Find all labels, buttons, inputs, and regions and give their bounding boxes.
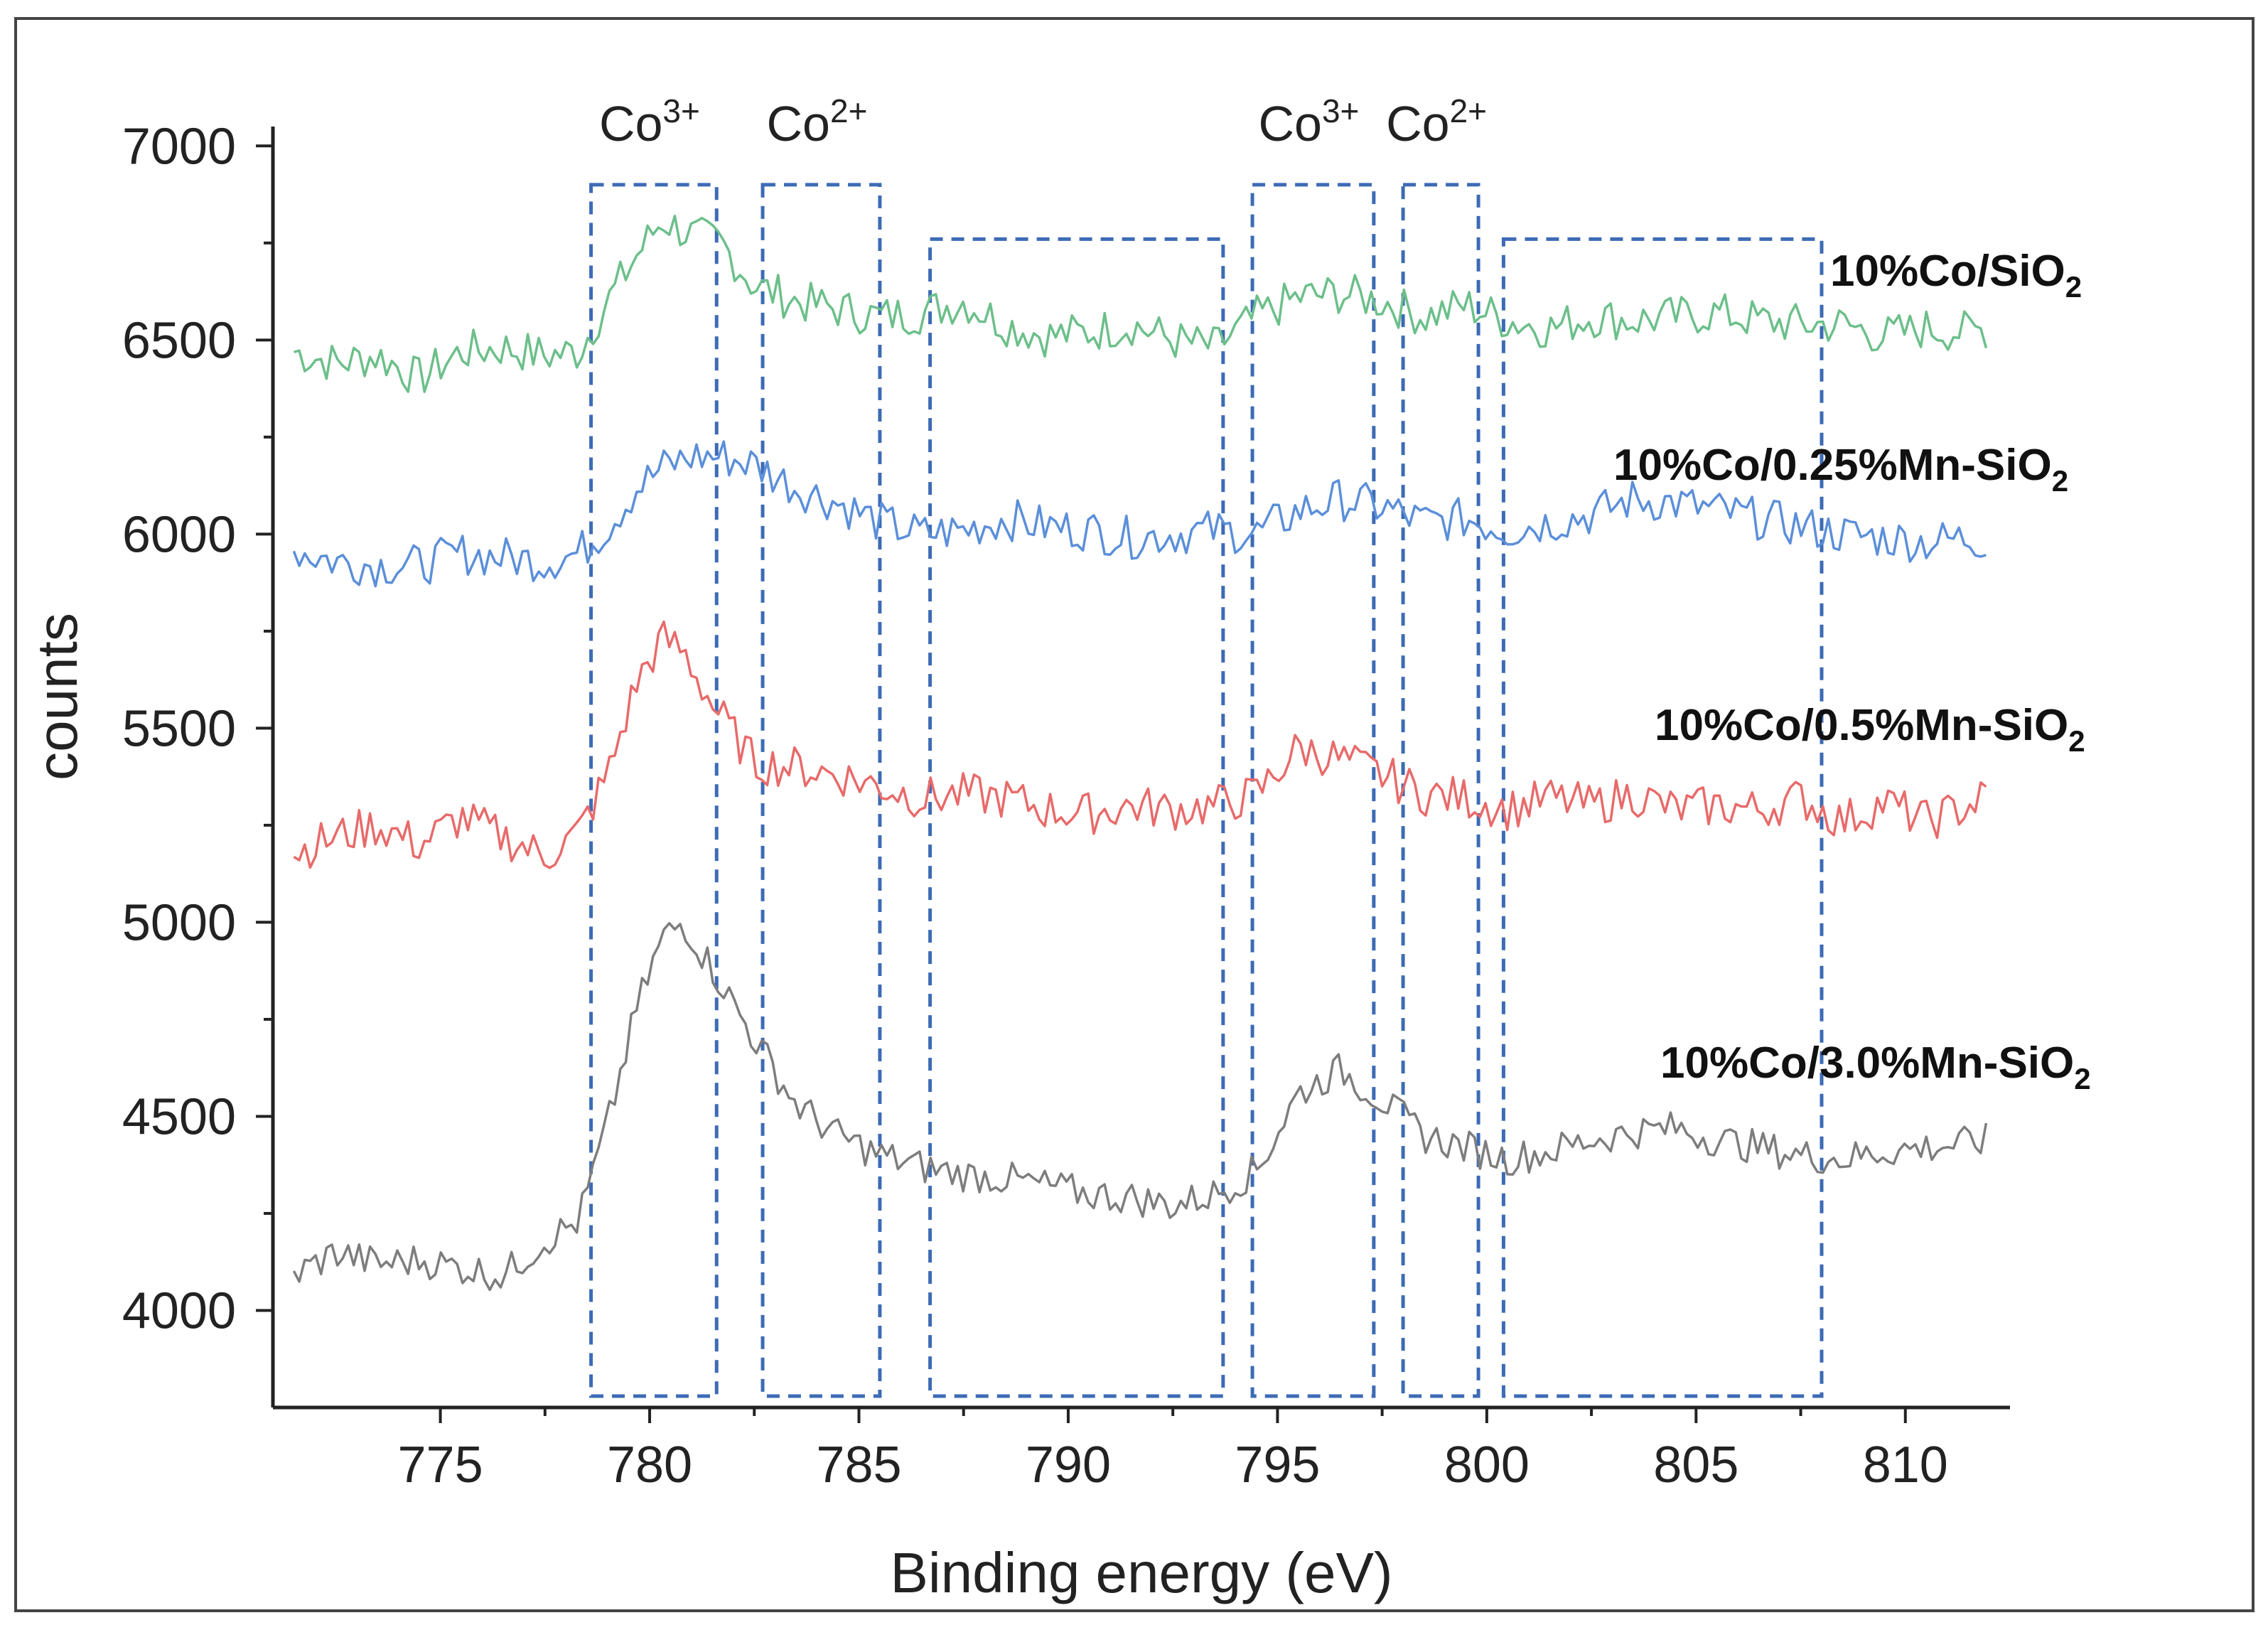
- y-tick-label-7000: 7000: [122, 118, 236, 175]
- y-tick-label-4500: 4500: [122, 1088, 236, 1145]
- x-tick-label-775: 775: [397, 1437, 483, 1493]
- series-line-2: [292, 440, 1987, 588]
- region-label-2: Co2+: [767, 92, 868, 151]
- ticks: 775 780 785 790 795 800 805 810 4000 4500 5000 5500…: [122, 118, 1948, 1493]
- y-tick-label-6000: 6000: [122, 506, 236, 563]
- region-box-6: [1501, 237, 1824, 1398]
- region-label-5: Co2+: [1386, 92, 1487, 151]
- y-axis-title: counts: [26, 613, 89, 781]
- x-tick-label-790: 790: [1026, 1437, 1111, 1493]
- region-box-1: [589, 183, 719, 1398]
- data-series: [292, 215, 1988, 1292]
- y-tick-label-5500: 5500: [122, 700, 236, 757]
- series-labels: 10%Co/SiO2 10%Co/0.25%Mn-SiO2 10%Co/0.5%Mn…: [1613, 247, 2091, 1095]
- series-line-4: [292, 922, 1988, 1292]
- series-label-2: 10%Co/0.25%Mn-SiO2: [1613, 441, 2068, 498]
- y-tick-label-5000: 5000: [122, 894, 236, 951]
- x-tick-label-785: 785: [816, 1437, 901, 1493]
- x-axis-title: Binding energy (eV): [890, 1541, 1392, 1604]
- x-tick-label-805: 805: [1653, 1437, 1738, 1493]
- x-tick-label-780: 780: [607, 1437, 692, 1493]
- x-tick-label-800: 800: [1444, 1437, 1530, 1493]
- series-label-4: 10%Co/3.0%Mn-SiO2: [1660, 1039, 2091, 1095]
- series-label-1: 10%Co/SiO2: [1830, 247, 2082, 304]
- x-tick-label-795: 795: [1235, 1437, 1320, 1493]
- y-tick-label-6500: 6500: [122, 312, 236, 369]
- region-label-4: Co3+: [1258, 92, 1359, 151]
- y-tick-label-4000: 4000: [122, 1282, 236, 1339]
- figure-frame: [14, 17, 2254, 1612]
- series-line-3: [293, 620, 1987, 869]
- region-box-4: [1250, 183, 1376, 1398]
- region-box-2: [761, 183, 882, 1398]
- series-line-1: [293, 215, 1988, 393]
- series-label-3: 10%Co/0.5%Mn-SiO2: [1655, 701, 2085, 758]
- region-label-1: Co3+: [599, 92, 700, 151]
- x-tick-label-810: 810: [1863, 1437, 1948, 1493]
